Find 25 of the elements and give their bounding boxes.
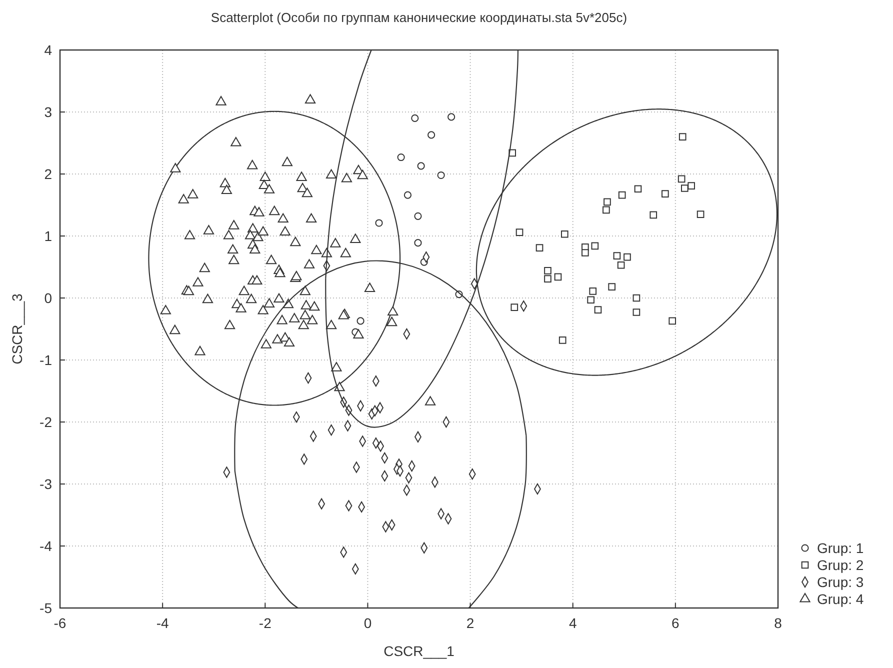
legend-label: Grup: 1: [817, 540, 864, 556]
x-tick-label: 0: [364, 615, 372, 631]
y-tick-label: -2: [40, 414, 52, 430]
x-tick-label: 6: [672, 615, 680, 631]
y-tick-label: -1: [40, 352, 52, 368]
y-tick-label: -3: [40, 476, 52, 492]
y-tick-label: 3: [44, 104, 52, 120]
y-tick-label: 1: [44, 228, 52, 244]
y-tick-label: 0: [44, 290, 52, 306]
y-tick-label: -4: [40, 538, 52, 554]
x-tick-label: 8: [774, 615, 782, 631]
x-tick-label: -2: [258, 615, 272, 631]
chart-title: Scatterplot (Особи по группам канонические координаты.sta 5v*205c): [210, 10, 628, 25]
x-tick-label: -6: [54, 615, 66, 631]
y-tick-label: 2: [44, 166, 52, 182]
legend-label: Grup: 4: [817, 591, 864, 607]
x-axis-title: CSCR___1: [384, 643, 455, 659]
y-tick-label: -5: [40, 600, 52, 616]
y-tick-label: 4: [44, 42, 52, 58]
x-tick-label: 4: [568, 615, 577, 631]
y-axis-title: CSCR___3: [9, 293, 25, 364]
x-tick-label: 2: [466, 615, 474, 631]
x-tick-label: -4: [156, 615, 170, 631]
legend-label: Grup: 3: [817, 574, 864, 590]
legend-label: Grup: 2: [817, 557, 864, 573]
